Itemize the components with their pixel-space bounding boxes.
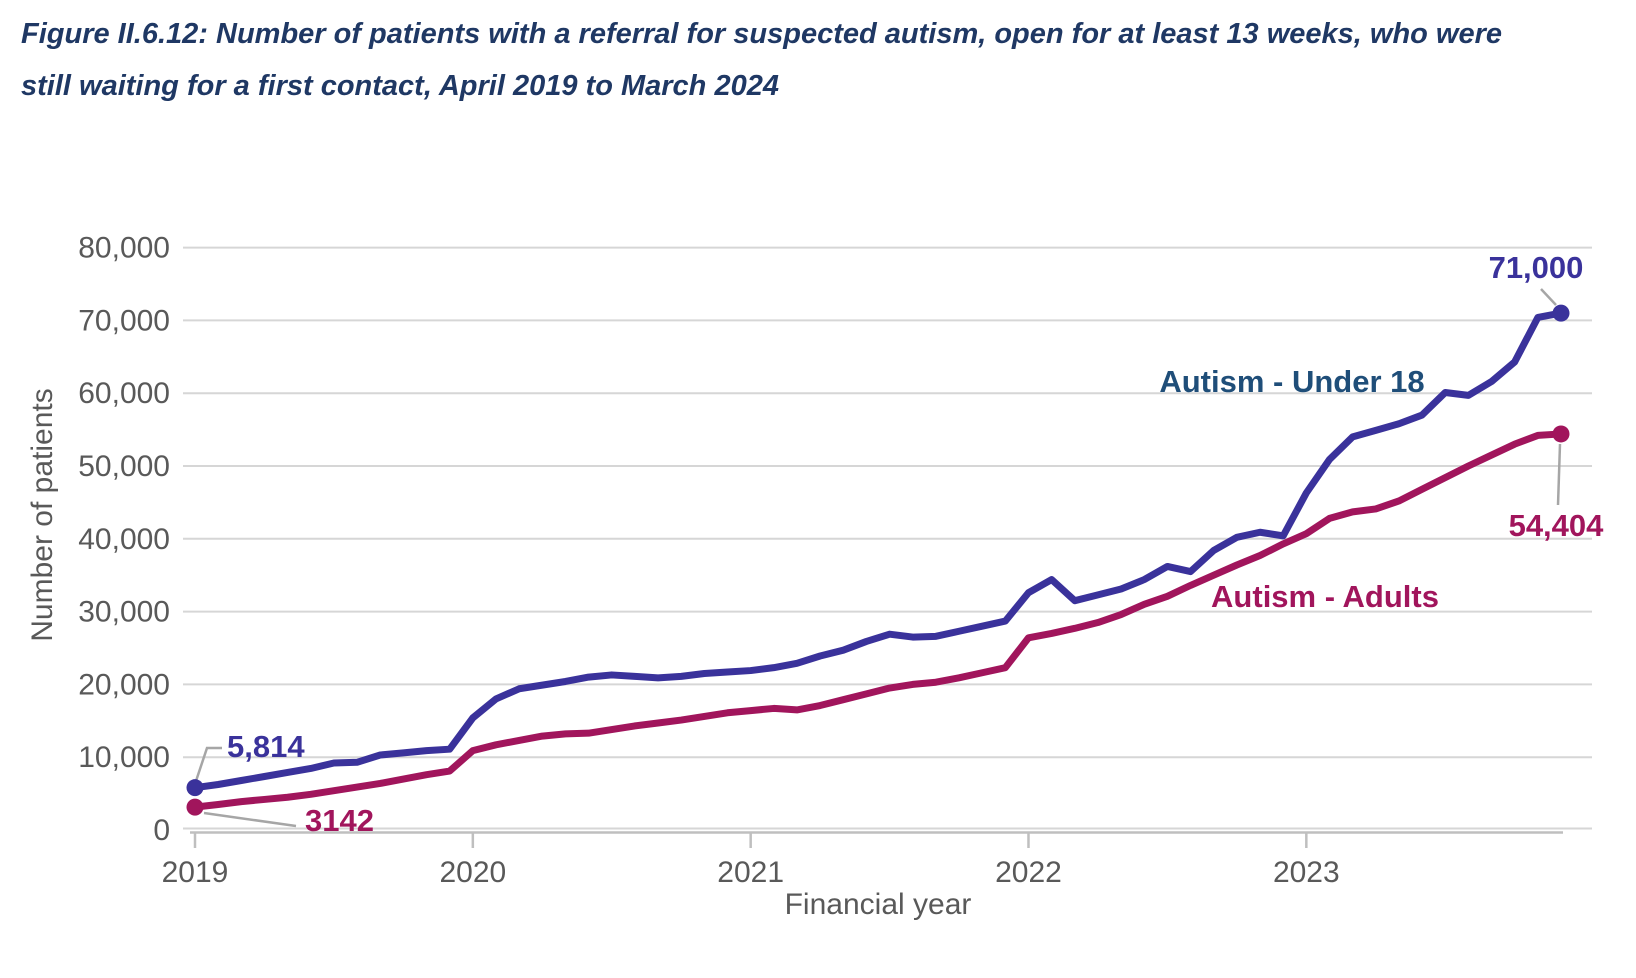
series-line-under18 — [191, 309, 1565, 792]
last-point-marker-adults — [1552, 425, 1570, 443]
y-tick-label: 20,000 — [78, 668, 170, 701]
annotation-leader-line — [194, 746, 222, 782]
figure-title: Figure II.6.12: Number of patients with … — [21, 18, 1503, 102]
annotation-leader-line — [203, 811, 297, 828]
first-point-marker-under18 — [186, 779, 204, 797]
annotation-leader-line — [1556, 443, 1562, 506]
annotation-last-adults: 54,404 — [1509, 508, 1605, 543]
annotation-last-under18: 71,000 — [1489, 250, 1584, 285]
y-tick-label: 60,000 — [78, 377, 170, 410]
annotation-leader-line — [1540, 288, 1557, 306]
annotation-first-under18: 5,814 — [227, 729, 305, 764]
series-label-under18: Autism - Under 18 — [1159, 364, 1424, 399]
y-tick-label: 40,000 — [78, 523, 170, 556]
last-point-marker-under18 — [1552, 304, 1570, 322]
x-tick-label: 2020 — [439, 856, 506, 889]
y-tick-label: 80,000 — [78, 232, 170, 265]
y-tick-label: 50,000 — [78, 450, 170, 483]
x-tick-label: 2023 — [1273, 856, 1340, 889]
y-axis-title: Number of patients — [26, 388, 59, 641]
y-tick-label: 10,000 — [78, 741, 170, 774]
series-label-adults: Autism - Adults — [1211, 579, 1439, 614]
x-axis-title: Financial year — [785, 888, 972, 921]
x-tick-label: 2022 — [995, 856, 1062, 889]
annotation-first-adults: 3142 — [305, 803, 374, 838]
series-line-adults — [191, 430, 1565, 811]
y-tick-label: 30,000 — [78, 596, 170, 629]
x-tick-label: 2019 — [162, 856, 229, 889]
y-tick-label: 0 — [153, 814, 170, 847]
y-tick-label: 70,000 — [78, 304, 170, 337]
x-tick-label: 2021 — [717, 856, 784, 889]
first-point-marker-adults — [186, 798, 204, 816]
